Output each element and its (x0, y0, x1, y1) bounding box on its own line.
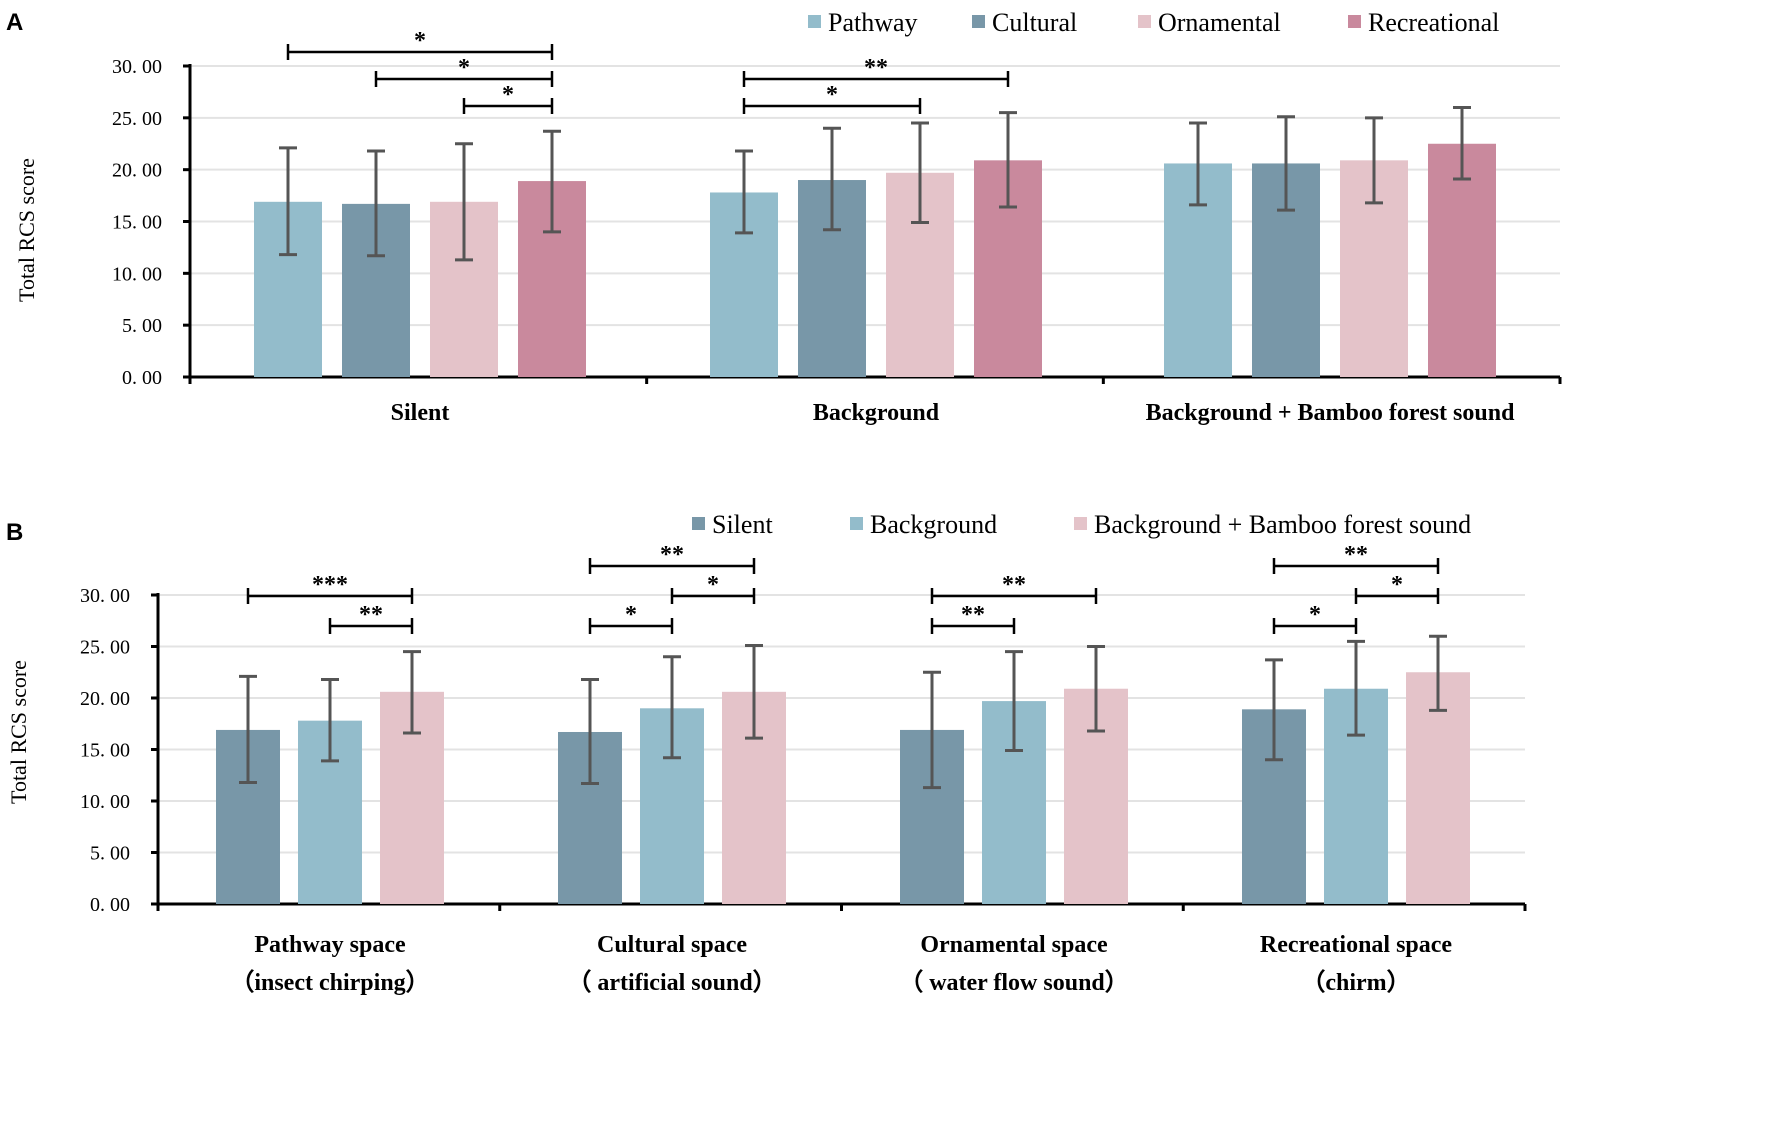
y-tick-label: 0. 00 (122, 367, 162, 389)
legend-label: Cultural (992, 8, 1077, 37)
y-tick-label: 10. 00 (80, 791, 130, 813)
y-tick-label: 5. 00 (90, 843, 130, 865)
panel-label-a: A (6, 9, 23, 36)
significance-label: * (502, 82, 514, 108)
significance-label: ** (660, 542, 684, 568)
y-tick-label: 30. 00 (80, 585, 130, 607)
x-category-label: （chirm） (1301, 969, 1410, 996)
x-category-label: Silent (391, 400, 450, 426)
y-tick-label: 30. 00 (112, 56, 162, 78)
significance-label: ** (359, 602, 383, 628)
y-tick-label: 15. 00 (80, 740, 130, 762)
legend-swatch (1138, 15, 1151, 28)
y-axis-label: Total RCS score (14, 158, 39, 302)
y-axis-label: Total RCS score (6, 660, 31, 804)
chart-panel-a: 0. 00 5. 00 10. 00 15. 00 20. 00 25. 00 30. 00… (14, 8, 1562, 426)
significance-label: ** (1002, 572, 1026, 598)
x-category-label: Ornamental space (920, 932, 1108, 958)
bar (1428, 143, 1496, 377)
y-tick-label: 20. 00 (80, 688, 130, 710)
legend-label: Pathway (828, 8, 918, 37)
significance-label: * (414, 28, 426, 54)
significance-label: * (1309, 602, 1321, 628)
legend-label: Background + Bamboo forest sound (1094, 510, 1471, 539)
x-category-label: Recreational space (1260, 932, 1453, 958)
y-tick-label: 25. 00 (80, 637, 130, 659)
legend-swatch (808, 15, 821, 28)
x-category-label: Pathway space (254, 932, 406, 958)
significance-label: * (1391, 572, 1403, 598)
panel-label-b: B (6, 519, 23, 546)
legend-swatch (850, 517, 863, 530)
y-tick-label: 25. 00 (112, 108, 162, 130)
legend-swatch (972, 15, 985, 28)
legend-label: Recreational (1368, 8, 1499, 37)
x-category-label: （ artificial sound） (567, 969, 776, 996)
significance-label: * (625, 602, 637, 628)
x-category-label: Background (813, 400, 940, 426)
significance-label: * (458, 55, 470, 81)
significance-label: *** (312, 572, 348, 598)
significance-label: * (707, 572, 719, 598)
chart-panel-b: 0. 00 5. 00 10. 00 15. 00 20. 00 25. 00 30. 00… (6, 510, 1527, 996)
legend-swatch (1348, 15, 1361, 28)
significance-label: ** (961, 602, 985, 628)
x-category-label: （insect chirping） (230, 969, 429, 996)
x-category-label: （ water flow sound） (899, 969, 1129, 996)
y-tick-label: 0. 00 (90, 894, 130, 916)
significance-label: * (826, 82, 838, 108)
legend-label: Background (870, 510, 997, 539)
legend-label: Ornamental (1158, 8, 1281, 37)
y-tick-label: 5. 00 (122, 315, 162, 337)
legend-label: Silent (712, 510, 773, 539)
y-tick-label: 15. 00 (112, 212, 162, 234)
legend-swatch (692, 517, 705, 530)
legend-swatch (1074, 517, 1087, 530)
x-category-label: Cultural space (597, 932, 747, 958)
y-tick-label: 20. 00 (112, 160, 162, 182)
y-tick-label: 10. 00 (112, 263, 162, 285)
significance-label: ** (864, 55, 888, 81)
x-category-label: Background + Bamboo forest sound (1146, 400, 1516, 426)
significance-label: ** (1344, 542, 1368, 568)
